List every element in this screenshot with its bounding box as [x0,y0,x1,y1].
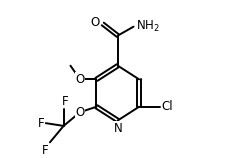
Text: O: O [75,73,84,86]
Text: N: N [113,122,122,135]
Text: O: O [75,106,84,119]
Text: Cl: Cl [160,100,172,113]
Text: F: F [61,95,68,108]
Text: O: O [90,16,99,29]
Text: F: F [42,144,48,157]
Text: NH$_2$: NH$_2$ [136,19,159,34]
Text: F: F [38,117,44,130]
